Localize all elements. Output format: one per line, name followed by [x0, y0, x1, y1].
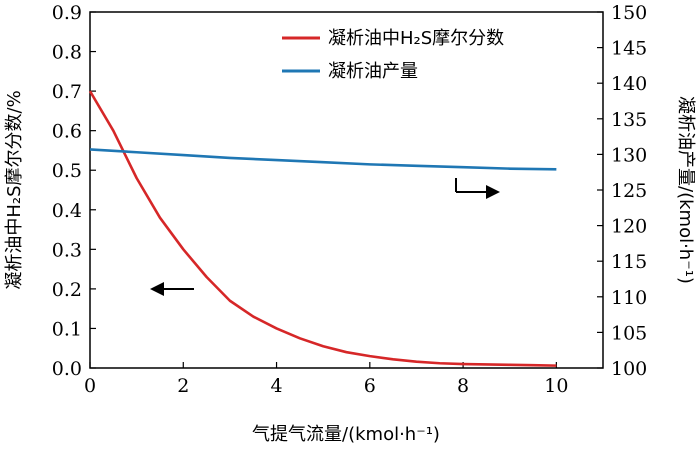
legend: 凝析油中H₂S摩尔分数 凝析油产量	[282, 28, 504, 82]
y-right-tick-label: 145	[611, 38, 647, 60]
x-axis-title: 气提气流量/(kmol·h⁻¹)	[252, 424, 440, 445]
arrow-to-right-axis	[455, 178, 500, 199]
x-tick-label: 0	[84, 375, 96, 397]
series-layer	[88, 90, 557, 367]
series-line-1	[89, 148, 557, 171]
y-left-tick-label: 0.1	[52, 318, 82, 340]
series-line-0	[88, 90, 557, 367]
y-right-tick-label: 135	[611, 109, 647, 131]
x-tick-label: 2	[177, 375, 189, 397]
legend-label-yield: 凝析油产量	[328, 61, 418, 82]
y-right-tick-label: 105	[611, 322, 647, 344]
y-right-tick-label: 110	[611, 287, 647, 309]
y-right-tick-label: 125	[611, 180, 647, 202]
y-left-axis-title: 凝析油中H₂S摩尔分数/%	[4, 90, 25, 289]
y-left-axis-ticks: 0.0 0.1 0.2 0.3 0.4 0.5 0.6 0.7 0.8 0.9	[52, 2, 96, 380]
y-left-tick-label: 0.7	[52, 81, 82, 103]
x-tick-label: 10	[544, 375, 568, 397]
y-right-axis-ticks: 100 105 110 115 120 125 130 135 140 145 150	[597, 2, 647, 380]
y-left-tick-label: 0.6	[52, 121, 82, 143]
y-right-axis-title: 凝析油产量/(kmol·h⁻¹)	[675, 96, 696, 284]
y-right-tick-label: 140	[611, 73, 647, 95]
y-right-tick-label: 100	[611, 358, 647, 380]
y-left-tick-label: 0.9	[52, 2, 82, 24]
legend-label-h2s: 凝析油中H₂S摩尔分数	[328, 28, 504, 49]
arrow-to-left-axis	[150, 282, 194, 296]
y-left-tick-label: 0.0	[52, 358, 82, 380]
x-tick-label: 4	[270, 375, 282, 397]
y-left-tick-label: 0.2	[52, 279, 82, 301]
y-right-tick-label: 150	[611, 2, 647, 24]
x-tick-label: 8	[457, 375, 469, 397]
y-right-tick-label: 115	[611, 251, 647, 273]
y-left-tick-label: 0.3	[52, 239, 82, 261]
y-left-tick-label: 0.4	[52, 200, 82, 222]
y-right-tick-label: 130	[611, 144, 647, 166]
x-tick-label: 6	[364, 375, 376, 397]
y-left-tick-label: 0.5	[52, 160, 82, 182]
y-right-tick-label: 120	[611, 216, 647, 238]
y-left-tick-label: 0.8	[52, 42, 82, 64]
